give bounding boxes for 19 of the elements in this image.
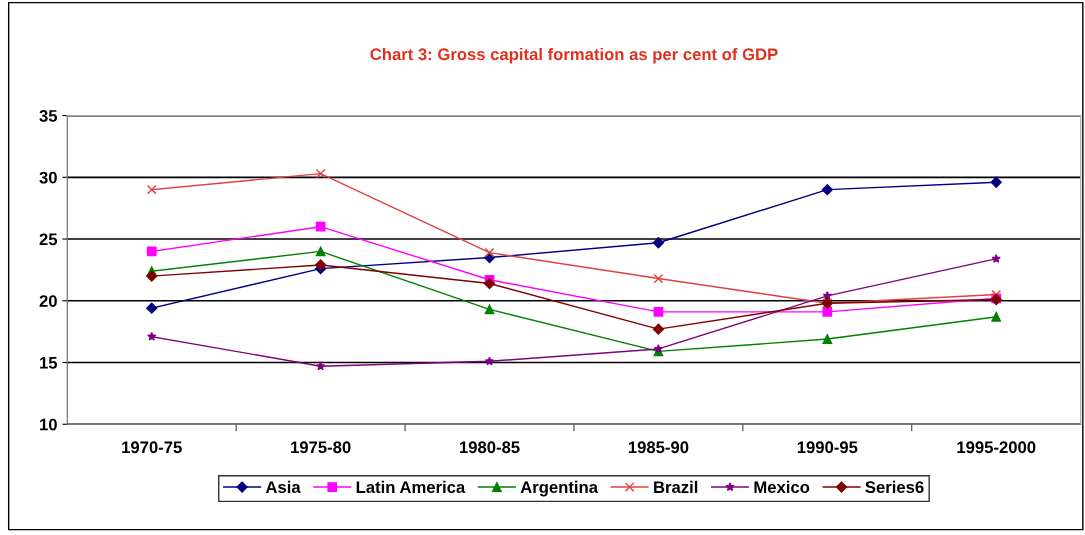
y-tick-label: 10 <box>40 418 57 431</box>
y-tick-label: 35 <box>39 109 58 122</box>
x-tick-label: 1990-95 <box>797 441 858 454</box>
legend-label: Brazil <box>654 480 698 494</box>
y-tick-label: 30 <box>39 171 57 184</box>
x-tick-label: 1980-85 <box>459 441 520 454</box>
y-tick-label: 15 <box>40 357 58 369</box>
chart-title: Chart 3: Gross capital formation as per cent of GDP <box>370 47 778 64</box>
legend-label: Series6 <box>865 480 924 494</box>
y-tick-label: 25 <box>39 233 58 246</box>
x-tick-label: 1995-2000 <box>957 441 1036 454</box>
y-tick-label: 20 <box>39 295 57 307</box>
x-tick-label: 1970-75 <box>122 441 182 454</box>
legend-label: Asia <box>265 480 301 494</box>
legend-label: Latin America <box>356 480 466 494</box>
legend-label: Argentina <box>520 480 599 497</box>
x-tick-label: 1985-90 <box>628 441 689 454</box>
legend-label: Mexico <box>754 480 810 494</box>
x-tick-label: 1975-80 <box>291 441 351 454</box>
